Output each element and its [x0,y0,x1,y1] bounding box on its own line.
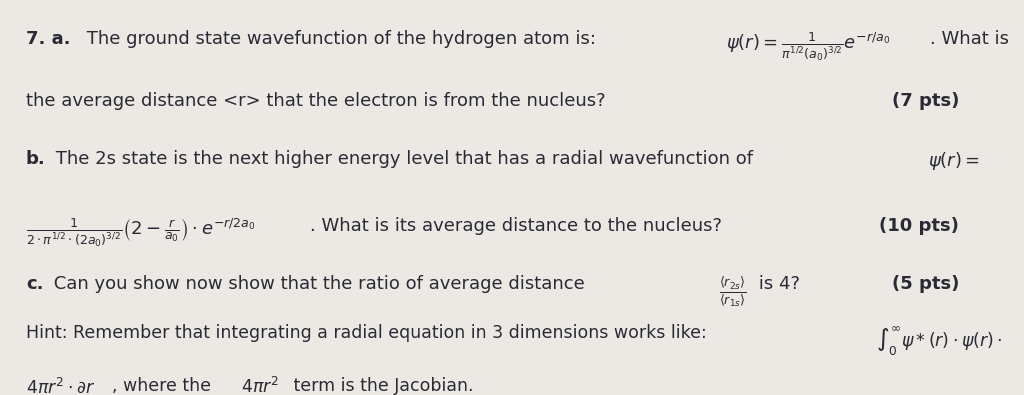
Text: The 2s state is the next higher energy level that has a radial wavefunction of: The 2s state is the next higher energy l… [50,150,759,168]
Text: $4\pi r^2$: $4\pi r^2$ [241,377,280,395]
Text: (7 pts): (7 pts) [892,92,959,110]
Text: The ground state wavefunction of the hydrogen atom is:: The ground state wavefunction of the hyd… [81,30,602,49]
Text: $\psi(r) = \frac{1}{\pi^{1/2}(a_0)^{3/2}}e^{-r/a_0}$: $\psi(r) = \frac{1}{\pi^{1/2}(a_0)^{3/2}… [726,30,891,62]
Text: . What is its average distance to the nucleus?: . What is its average distance to the nu… [310,217,722,235]
Text: term is the Jacobian.: term is the Jacobian. [288,377,474,395]
Text: $\frac{\langle r_{2s}\rangle}{\langle r_{1s}\rangle}$: $\frac{\langle r_{2s}\rangle}{\langle r_… [719,275,746,308]
Text: is 4?: is 4? [754,275,801,293]
Text: $\psi(r) =$: $\psi(r) =$ [928,150,980,172]
Text: the average distance <r> that the electron is from the nucleus?: the average distance <r> that the electr… [26,92,605,110]
Text: (10 pts): (10 pts) [880,217,959,235]
Text: Hint: Remember that integrating a radial equation in 3 dimensions works like:: Hint: Remember that integrating a radial… [26,324,713,342]
Text: $\int_0^{\infty} \psi * (r) \cdot \psi(r) \cdot$: $\int_0^{\infty} \psi * (r) \cdot \psi(r… [876,324,1001,357]
Text: 7. a.: 7. a. [26,30,71,49]
Text: , where the: , where the [112,377,216,395]
Text: . What is: . What is [930,30,1009,49]
Text: b.: b. [26,150,46,168]
Text: (5 pts): (5 pts) [892,275,959,293]
Text: $\frac{1}{2 \cdot \pi^{1/2} \cdot (2a_0)^{3/2}}\left(2 - \frac{r}{a_0}\right) \c: $\frac{1}{2 \cdot \pi^{1/2} \cdot (2a_0)… [26,217,255,249]
Text: Can you show now show that the ratio of average distance: Can you show now show that the ratio of … [48,275,590,293]
Text: c.: c. [26,275,43,293]
Text: $4\pi r^2 \cdot \partial r$: $4\pi r^2 \cdot \partial r$ [26,377,95,395]
